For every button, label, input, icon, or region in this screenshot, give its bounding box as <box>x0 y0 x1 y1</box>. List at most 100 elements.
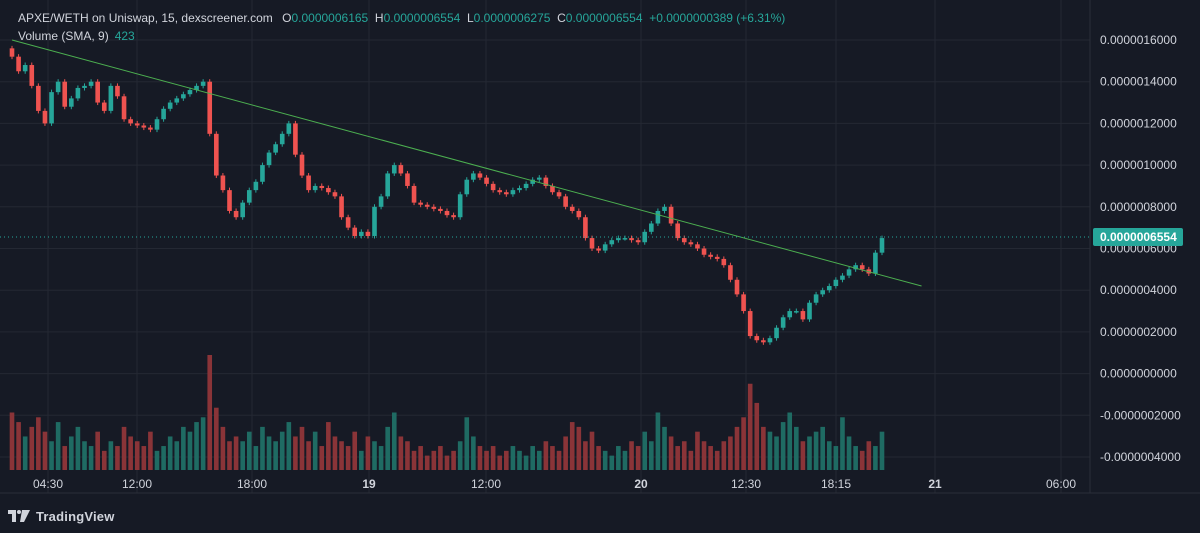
volume-bar <box>128 436 133 470</box>
candle-body <box>260 165 265 182</box>
volume-bar <box>108 441 114 470</box>
candle-body <box>82 85 87 88</box>
candle-body <box>227 190 232 211</box>
volume-legend[interactable]: Volume (SMA, 9) 423 <box>18 29 135 43</box>
candle-body <box>471 173 476 180</box>
candle-body <box>312 185 318 191</box>
price-tick-label: -0.0000004000 <box>1100 450 1181 464</box>
candle-body <box>629 238 634 241</box>
candle-body <box>879 238 885 253</box>
volume-bar <box>55 422 61 470</box>
candle-body <box>464 179 470 195</box>
price-tick-label: -0.0000002000 <box>1100 408 1181 422</box>
volume-bar <box>326 422 331 470</box>
time-tick-label: 12:00 <box>122 477 152 491</box>
volume-bar <box>345 446 351 470</box>
volume-bar <box>359 450 364 470</box>
volume-bar <box>602 450 608 470</box>
candle-body <box>444 210 450 216</box>
candle-body <box>853 265 858 270</box>
volume-bar <box>563 436 568 470</box>
volume-bar <box>504 450 509 470</box>
candle-body <box>728 265 733 280</box>
volume-bar <box>398 436 404 470</box>
low-label: L <box>466 11 474 25</box>
candle-body <box>747 311 753 337</box>
volume-bar <box>194 422 199 470</box>
candle-body <box>477 173 483 178</box>
candle-body <box>800 311 806 320</box>
time-tick-label: 12:00 <box>471 477 501 491</box>
volume-bar <box>293 436 298 470</box>
candle-body <box>266 152 272 166</box>
candle-body <box>741 294 746 312</box>
volume-bar <box>497 455 503 470</box>
time-tick-label: 18:00 <box>237 477 267 491</box>
volume-bar <box>681 441 687 470</box>
volume-bar <box>695 431 700 470</box>
candle-body <box>662 206 667 211</box>
candle-body <box>780 317 786 328</box>
volume-bar <box>813 431 819 470</box>
candle-body <box>754 336 760 341</box>
candle-body <box>794 311 799 313</box>
tradingview-branding[interactable]: TradingView <box>8 505 115 527</box>
candle-body <box>497 190 503 193</box>
time-tick-label: 19 <box>362 477 376 491</box>
volume-bar <box>339 441 344 470</box>
candle-body <box>214 133 219 176</box>
volume-bar <box>444 455 450 470</box>
volume-bar <box>220 426 226 470</box>
candle-body <box>418 202 423 205</box>
candle-body <box>148 127 153 130</box>
candle-body <box>385 173 390 197</box>
candle-body <box>734 279 740 295</box>
volume-bar <box>299 426 305 470</box>
volume-bar <box>253 446 259 470</box>
volume-bar <box>609 455 615 470</box>
volume-bar <box>49 441 54 470</box>
volume-bar <box>569 422 575 470</box>
volume-bar <box>167 436 173 470</box>
symbol-title[interactable]: APXE/WETH on Uniswap, 15, dexscreener.co… <box>18 11 273 25</box>
candle-body <box>569 206 575 211</box>
price-tick-label: 0.0000012000 <box>1100 116 1177 130</box>
volume-bar <box>240 441 245 470</box>
volume-bar <box>312 431 318 470</box>
volume-bar <box>246 431 252 470</box>
candle-body <box>49 92 54 124</box>
volume-bar <box>688 450 694 470</box>
volume-bar <box>9 412 15 470</box>
volume-bar <box>154 450 160 470</box>
tradingview-brand: TradingView <box>36 508 115 524</box>
volume-bar <box>62 446 68 470</box>
trendline[interactable] <box>11 39 922 287</box>
volume-bar <box>464 417 470 470</box>
volume-bar <box>286 422 292 470</box>
volume-bar <box>88 446 94 470</box>
volume-bar <box>22 436 28 470</box>
volume-bar <box>273 441 278 470</box>
volume-bar <box>800 441 806 470</box>
volume-bar <box>701 441 707 470</box>
candle-body <box>451 215 456 218</box>
candle-body <box>807 302 812 320</box>
candle-body <box>279 133 285 145</box>
candle-body <box>42 110 48 124</box>
time-axis[interactable]: 04:30 12:00 18:00 19 12:00 20 12:30 18:15 21 06:0… <box>33 477 1076 491</box>
volume-bar <box>365 436 371 470</box>
volume-bar <box>279 431 285 470</box>
candle-body <box>668 206 674 224</box>
candle-body <box>688 242 694 245</box>
volume-bar <box>214 407 219 470</box>
volume-bar <box>826 441 832 470</box>
candle-body <box>253 181 259 191</box>
price-tick-label: 0.0000004000 <box>1100 283 1177 297</box>
candle-body <box>339 196 344 218</box>
candle-body <box>359 231 364 236</box>
price-axis[interactable]: 0.0000016000 0.0000014000 0.0000012000 0.00… <box>1100 33 1181 464</box>
candle-body <box>517 188 522 191</box>
candle-body <box>29 65 35 86</box>
volume-bar <box>728 436 733 470</box>
